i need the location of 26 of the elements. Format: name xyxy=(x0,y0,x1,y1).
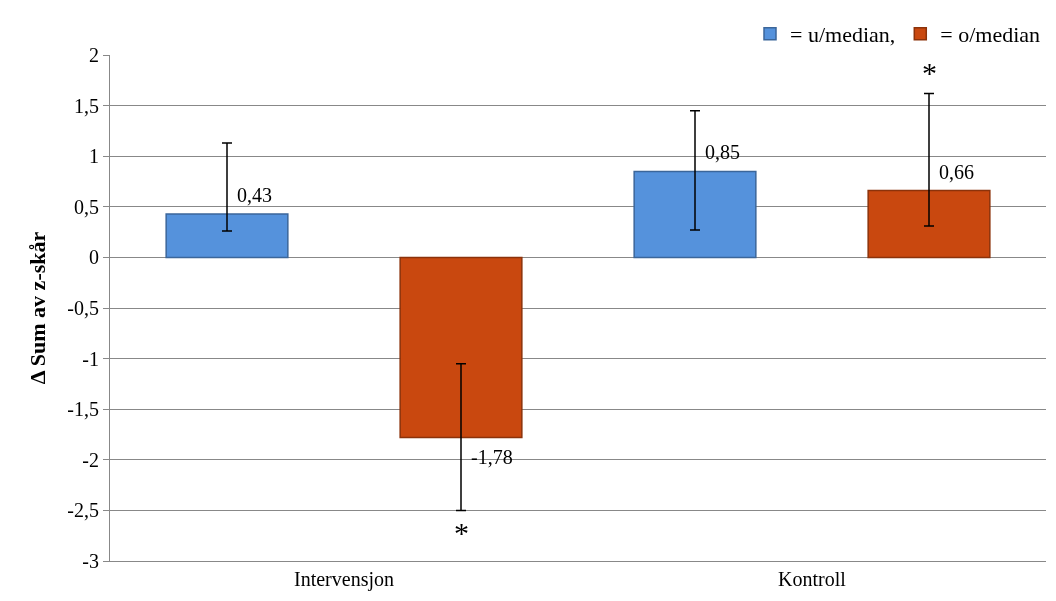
legend-label: = o/median xyxy=(940,22,1041,48)
bar xyxy=(867,189,991,259)
x-tick-label: Intervensjon xyxy=(294,568,394,591)
y-tick-label: -0,5 xyxy=(67,297,99,319)
y-axis-title: Δ Sum av z-skår xyxy=(25,231,51,385)
y-tick-label: 2 xyxy=(89,44,99,66)
bar xyxy=(399,256,523,439)
y-tick-label: 1,5 xyxy=(74,94,99,117)
x-tick-label: Kontroll xyxy=(778,568,847,590)
bar xyxy=(165,213,289,259)
y-tick-label: 0,5 xyxy=(74,195,99,218)
y-tick-label: -2 xyxy=(82,448,99,471)
data-label: 0,66 xyxy=(939,161,974,183)
y-tick-label: 1 xyxy=(89,145,99,168)
y-tick-label: -1 xyxy=(82,347,99,370)
data-label: 0,43 xyxy=(237,184,272,206)
y-tick-label: -3 xyxy=(82,550,99,572)
annotation: * xyxy=(454,516,469,549)
legend-label: = u/median, xyxy=(790,22,896,48)
bar xyxy=(633,170,757,259)
y-tick-label: 0 xyxy=(89,246,99,269)
y-tick-label: -1,5 xyxy=(67,398,99,421)
data-label: 0,85 xyxy=(705,141,740,163)
data-label: -1,78 xyxy=(471,446,513,468)
annotation: * xyxy=(922,56,937,89)
y-tick-label: -2,5 xyxy=(67,499,99,522)
